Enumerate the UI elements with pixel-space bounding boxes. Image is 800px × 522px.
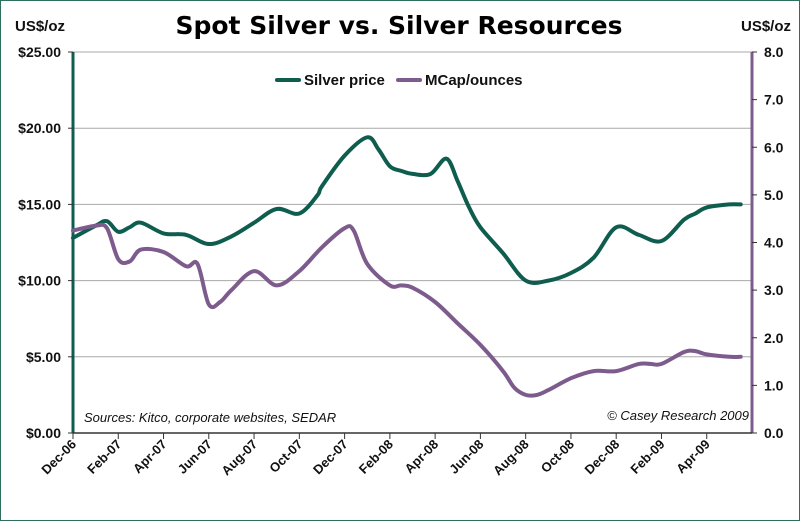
left-tick-label: $5.00 <box>26 349 61 365</box>
left-tick-label: $10.00 <box>18 273 61 289</box>
silver-price-line <box>71 135 743 285</box>
right-tick-label: 5.0 <box>764 187 784 203</box>
gridlines <box>73 51 752 358</box>
x-tick-label: Feb-08 <box>356 437 396 477</box>
x-tick-label: Apr-07 <box>130 437 170 477</box>
legend-label-silver-price: Silver price <box>304 72 385 89</box>
right-tick-label: 4.0 <box>764 235 784 251</box>
x-tick-label: Apr-09 <box>673 437 713 477</box>
right-tick-label: 1.0 <box>764 377 784 393</box>
x-tick-label: Feb-09 <box>627 437 667 477</box>
left-tick-label: $25.00 <box>18 44 61 60</box>
right-tick-label: 3.0 <box>764 282 784 298</box>
x-tick-label: Aug-08 <box>490 437 532 479</box>
left-tick-label: $0.00 <box>26 425 61 441</box>
legend: Silver price MCap/ounces <box>275 72 523 89</box>
x-tick-label: Oct-07 <box>266 437 305 476</box>
x-tick-label: Feb-07 <box>84 437 124 477</box>
copyright-note: © Casey Research 2009 <box>607 408 749 423</box>
x-tick-label: Apr-08 <box>402 437 442 477</box>
chart-title: Spot Silver vs. Silver Resources <box>175 11 622 40</box>
right-tick-label: 0.0 <box>764 425 784 441</box>
x-tick-label: Dec-07 <box>310 437 351 478</box>
right-tick-label: 2.0 <box>764 330 784 346</box>
right-tick-label: 8.0 <box>764 44 784 60</box>
x-tick-label: Jun-08 <box>446 437 486 477</box>
x-tick-label: Aug-07 <box>218 437 260 479</box>
right-tick-label: 6.0 <box>764 139 784 155</box>
right-axis-unit: US$/oz <box>741 18 791 35</box>
left-tick-label: $15.00 <box>18 196 61 212</box>
right-tick-label: 7.0 <box>764 92 784 108</box>
x-tick-label: Oct-08 <box>538 437 577 476</box>
left-tick-label: $20.00 <box>18 120 61 136</box>
x-tick-label: Dec-08 <box>582 437 623 478</box>
legend-label-mcap-ounces: MCap/ounces <box>425 72 523 89</box>
x-tick-label: Dec-06 <box>38 437 79 478</box>
x-tick-label: Jun-07 <box>175 437 215 477</box>
mcap-ounces-line <box>71 222 743 398</box>
sources-note: Sources: Kitco, corporate websites, SEDA… <box>84 410 336 425</box>
axes <box>68 51 757 439</box>
left-axis-unit: US$/oz <box>15 18 65 35</box>
series-lines <box>71 135 743 398</box>
